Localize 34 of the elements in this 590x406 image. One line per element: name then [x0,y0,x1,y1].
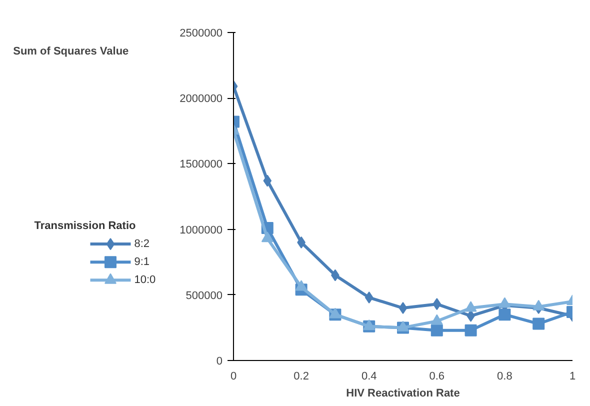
point [261,232,274,242]
point [397,320,409,332]
x-tick-label: 0.4 [361,370,377,382]
legend-title: Transmission Ratio [34,220,136,232]
y-tick-label: 1500000 [180,158,223,171]
legend-label: 10:0 [134,274,156,286]
point [295,280,308,291]
x-tick-label: 0.8 [497,370,512,382]
y-tick-label: 500000 [186,290,223,302]
x-tick-label: 0 [230,370,237,382]
point [398,302,408,314]
point [364,292,374,304]
x-tick-label: 1 [569,370,576,382]
point [464,324,477,336]
point [263,174,272,187]
y-tick-label: 1000000 [180,224,223,236]
x-axis-title: HIV Reactivation Rate [346,388,460,400]
point [329,308,342,318]
y-axis-title: Sum of Squares Value [13,46,129,58]
point [498,308,511,321]
point [532,318,545,330]
point [464,301,477,312]
y-tick-label: 0 [216,356,223,368]
legend-label: 9:1 [134,256,150,268]
point [430,314,443,325]
y-tick-label: 2500000 [180,28,223,40]
legend-label: 8:2 [134,238,150,250]
y-tick-label: 2000000 [180,93,223,106]
point [430,324,443,336]
x-tick-label: 0.2 [294,370,309,382]
point [432,298,442,310]
point [532,300,545,310]
point [498,297,511,308]
x-tick-label: 0.6 [429,370,445,382]
